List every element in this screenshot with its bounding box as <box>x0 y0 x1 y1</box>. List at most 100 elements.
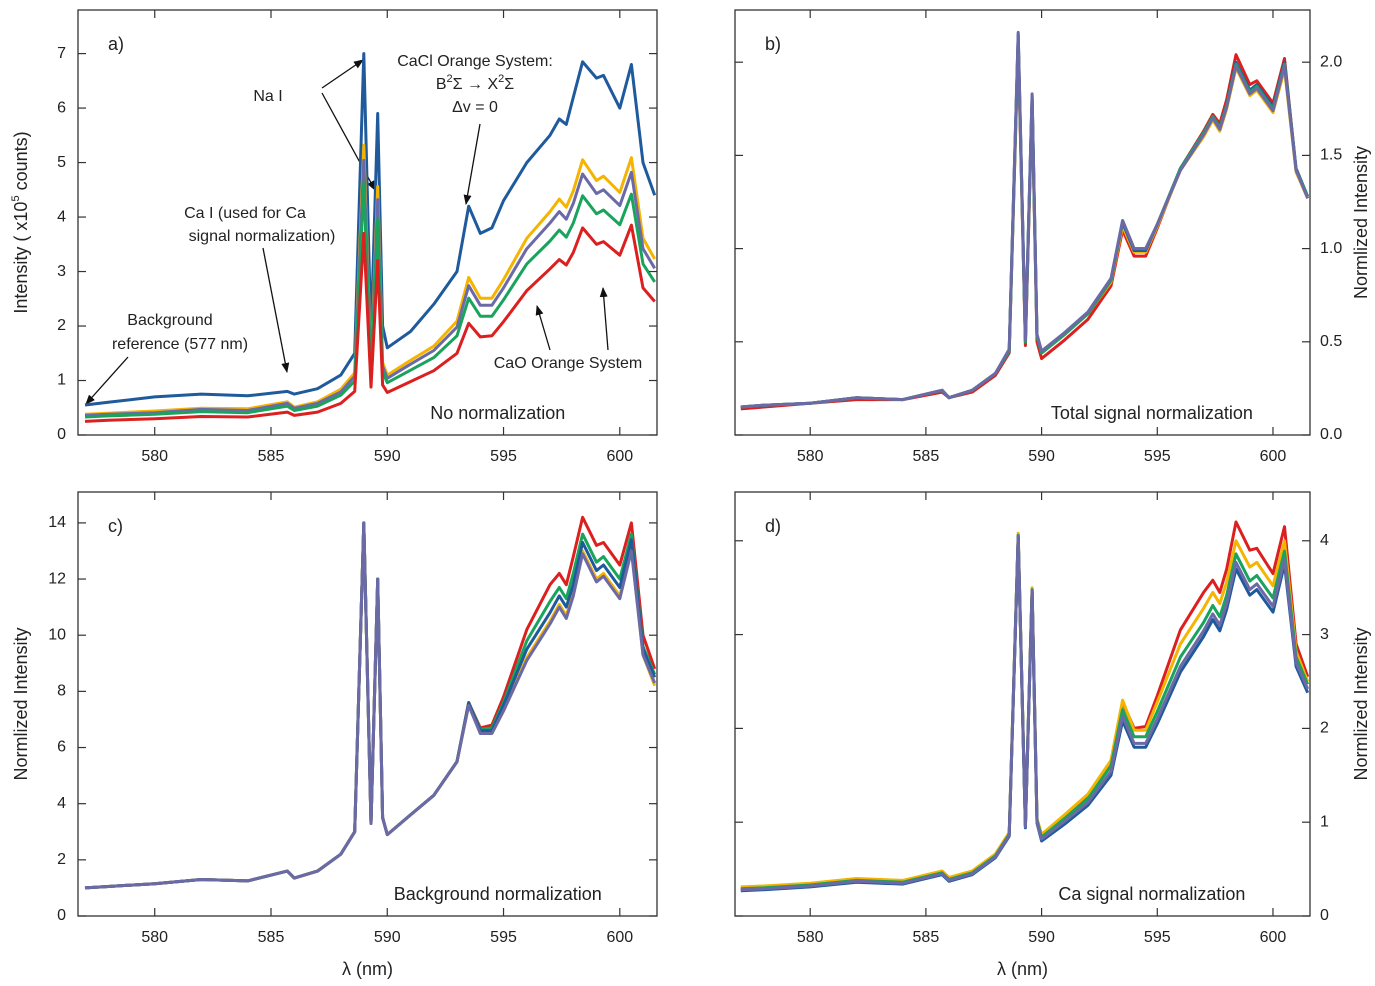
x-tick-label: 600 <box>1260 929 1287 946</box>
plot-lines <box>740 520 1310 893</box>
annotation: Ca I (used for Ca <box>184 205 306 222</box>
x-tick-label: 585 <box>913 448 940 465</box>
annotation: CaCl Orange System: <box>397 53 553 70</box>
y-axis-label: Normlized Intensity <box>11 627 31 780</box>
annotation: Δv = 0 <box>452 99 498 116</box>
panel-caption: Ca signal normalization <box>1058 884 1245 904</box>
spectrum-line <box>740 520 1310 891</box>
spectrum-line <box>740 30 1310 409</box>
x-tick-label: 595 <box>490 448 517 465</box>
y-tick-label: 4 <box>1320 532 1329 549</box>
panel-label: c) <box>108 516 123 536</box>
spectrum-line <box>84 52 657 407</box>
annotation: signal normalization) <box>189 228 336 245</box>
plot-frame <box>734 491 1311 917</box>
annotation: Na I <box>253 88 282 105</box>
spectrum-line <box>84 521 657 890</box>
panel-label: b) <box>765 34 781 54</box>
arrow <box>463 123 481 205</box>
x-tick-label: 580 <box>141 929 168 946</box>
superscript: 2 <box>498 73 504 85</box>
x-axis-label: λ (nm) <box>342 959 393 979</box>
y-tick-label: 2 <box>1320 720 1329 737</box>
arrow <box>262 247 290 373</box>
y-tick-label: 0 <box>57 907 66 924</box>
y-tick-label: 6 <box>57 99 66 116</box>
text-part: B <box>436 76 447 93</box>
y-tick-label: 4 <box>57 795 66 812</box>
y-tick-label: 10 <box>48 626 66 643</box>
spectrum-line <box>740 42 1310 411</box>
spectrum-line <box>84 223 656 423</box>
annotation: reference (577 nm) <box>112 336 248 353</box>
plot-lines <box>84 52 657 423</box>
plot-frame <box>77 9 658 436</box>
spectrum-line <box>84 515 657 890</box>
y-tick-label: 2.0 <box>1320 53 1342 70</box>
arrow <box>599 287 609 351</box>
y-tick-label: 0.0 <box>1320 426 1342 443</box>
plot-lines <box>740 30 1310 411</box>
text-part: Normlized Intensity <box>11 627 31 780</box>
y-tick-label: 1.0 <box>1320 240 1342 257</box>
y-tick-label: 0 <box>1320 907 1329 924</box>
y-axis-label: Normlized Intensity <box>1351 146 1371 299</box>
x-tick-label: 600 <box>1260 448 1287 465</box>
arrow <box>321 59 364 89</box>
annotation: CaO Orange System <box>494 355 643 372</box>
spectrum-line <box>84 158 656 417</box>
x-tick-label: 600 <box>606 448 633 465</box>
x-tick-label: 580 <box>797 448 824 465</box>
x-tick-label: 585 <box>913 929 940 946</box>
spectrum-line <box>84 181 656 419</box>
panel-caption: Total signal normalization <box>1051 403 1253 423</box>
y-tick-label: 3 <box>1320 626 1329 643</box>
text-part: Σ → X <box>453 76 499 93</box>
annotation-arrows <box>85 59 609 405</box>
y-tick-label: 12 <box>48 570 66 587</box>
y-axis-label: Intensity ( x105 counts) <box>10 131 31 313</box>
spectrum-line <box>740 36 1310 409</box>
text-part: Normlized Intensity <box>1351 627 1371 780</box>
y-tick-label: 4 <box>57 208 66 225</box>
x-tick-label: 595 <box>1144 448 1171 465</box>
plot-frame <box>734 9 1311 436</box>
y-tick-label: 7 <box>57 45 66 62</box>
y-tick-label: 1 <box>57 372 66 389</box>
x-tick-label: 590 <box>374 448 401 465</box>
x-tick-label: 590 <box>1028 929 1055 946</box>
y-tick-label: 6 <box>57 739 66 756</box>
text-part: Intensity ( x10 <box>11 202 31 314</box>
y-axis-label: Normlized Intensity <box>1351 627 1371 780</box>
x-axis-label: λ (nm) <box>997 959 1048 979</box>
spectrum-line <box>740 32 1310 409</box>
x-tick-label: 590 <box>374 929 401 946</box>
plot-frame <box>77 491 658 917</box>
spectrum-line <box>740 533 1310 891</box>
y-tick-label: 1 <box>1320 813 1329 830</box>
annotation: Background <box>127 312 212 329</box>
x-tick-label: 580 <box>797 929 824 946</box>
superscript: 2 <box>447 73 453 85</box>
text-part: Σ <box>504 76 514 93</box>
arrow <box>535 305 551 351</box>
y-tick-label: 14 <box>48 514 66 531</box>
x-tick-label: 580 <box>141 448 168 465</box>
spectrum-line <box>740 534 1310 892</box>
text-part: Normlized Intensity <box>1351 146 1371 299</box>
panel-label: a) <box>108 34 124 54</box>
y-tick-label: 1.5 <box>1320 147 1342 164</box>
x-tick-label: 585 <box>258 929 285 946</box>
panel-caption: No normalization <box>430 403 565 423</box>
superscript: 5 <box>10 195 22 201</box>
x-tick-label: 585 <box>258 448 285 465</box>
spectrum-line <box>740 38 1310 409</box>
y-tick-label: 0.5 <box>1320 333 1342 350</box>
panel-caption: Background normalization <box>394 884 602 904</box>
x-tick-label: 600 <box>606 929 633 946</box>
panel-label: d) <box>765 516 781 536</box>
arrow <box>85 356 129 405</box>
x-tick-label: 590 <box>1028 448 1055 465</box>
